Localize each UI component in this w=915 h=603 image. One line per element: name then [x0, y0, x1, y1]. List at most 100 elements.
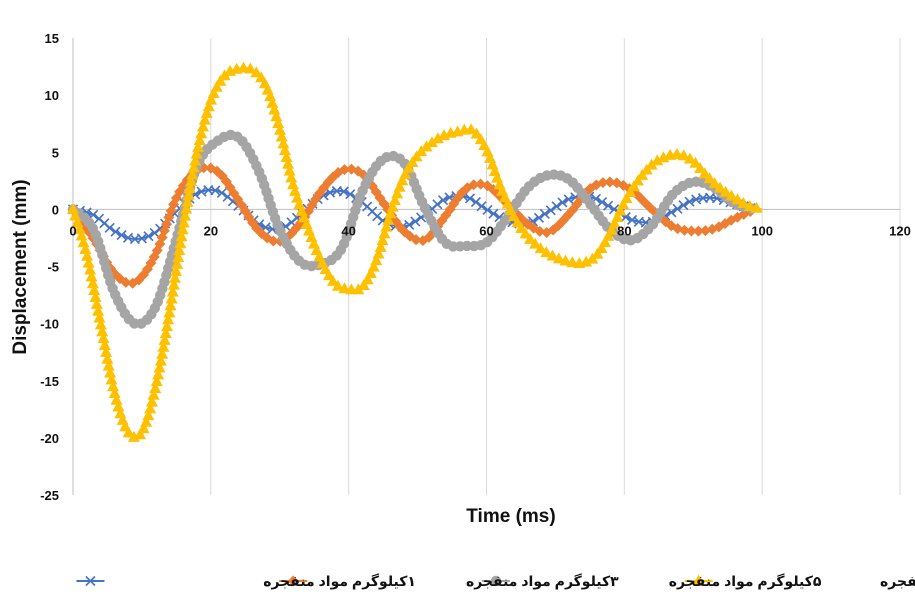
data-point: [152, 368, 165, 380]
data-point: [382, 213, 395, 225]
data-point: [165, 292, 178, 304]
data-point: [214, 74, 227, 86]
y-tick-label: 10: [45, 88, 59, 103]
data-point: [557, 197, 568, 208]
data-point: [604, 176, 616, 188]
data-point: [393, 180, 406, 192]
data-point: [602, 229, 615, 241]
data-point: [464, 193, 476, 204]
data-point: [357, 279, 370, 291]
data-point: [631, 174, 644, 186]
data-point: [175, 230, 188, 242]
data-point: [161, 320, 174, 332]
data-point: [396, 174, 409, 186]
data-point: [170, 264, 183, 276]
data-point: [82, 256, 95, 268]
y-tick-label: 15: [45, 31, 59, 46]
data-point: [176, 223, 189, 235]
data-point: [172, 251, 185, 263]
data-point: [163, 306, 176, 318]
data-point: [157, 340, 170, 352]
legend-item: ۵کیلوگرم مواد منفجره: [481, 573, 822, 590]
data-point: [468, 179, 480, 191]
data-point: [627, 180, 640, 192]
data-point: [683, 152, 696, 164]
data-point: [605, 223, 618, 235]
data-point: [79, 243, 92, 255]
data-point: [197, 120, 210, 132]
data-point: [388, 193, 401, 205]
data-point: [372, 211, 383, 222]
data-point: [597, 177, 609, 189]
data-point: [684, 196, 695, 207]
data-point: [153, 361, 166, 373]
data-point: [283, 164, 296, 176]
data-point: [267, 235, 279, 247]
data-point: [164, 299, 177, 311]
data-point: [97, 332, 110, 344]
data-point: [193, 133, 206, 145]
data-point: [137, 422, 150, 434]
data-point: [181, 195, 194, 207]
data-point: [277, 137, 290, 149]
data-point: [476, 201, 487, 212]
data-point: [399, 167, 412, 179]
data-point: [719, 185, 732, 197]
data-point: [168, 271, 181, 283]
legend-swatch-marker: [287, 575, 299, 587]
data-point: [737, 196, 750, 208]
data-point: [524, 232, 537, 244]
x-axis-title: Time (ms): [466, 506, 555, 527]
data-point: [750, 201, 763, 213]
data-point: [180, 202, 193, 214]
legend-item: ۳کیلوگرم مواد منفجره: [279, 573, 619, 590]
data-point: [207, 87, 220, 99]
data-point: [98, 339, 111, 351]
data-point: [120, 276, 132, 288]
data-point: [345, 189, 356, 200]
data-point: [250, 66, 263, 78]
data-point: [195, 127, 208, 139]
legend-label: ۳کیلوگرم مواد منفجره: [466, 573, 619, 590]
data-point: [410, 216, 421, 227]
data-point: [488, 208, 499, 219]
data-point: [689, 156, 702, 168]
data-point: [186, 168, 199, 180]
data-point: [425, 136, 438, 148]
data-point: [402, 161, 415, 173]
data-point: [275, 130, 288, 142]
data-point: [89, 290, 102, 302]
x-tick-label: 0: [69, 223, 76, 238]
data-point: [270, 110, 283, 122]
data-point: [546, 249, 559, 261]
data-point: [149, 227, 160, 238]
series-4: [67, 61, 763, 442]
data-point: [545, 205, 556, 216]
data-point: [143, 231, 154, 242]
data-point: [105, 373, 118, 385]
data-point: [338, 186, 349, 197]
data-point: [591, 247, 604, 259]
data-point: [559, 254, 572, 266]
legend-item: ۱۰کیلوگرم مواد منفجره: [684, 573, 915, 590]
data-point: [420, 140, 433, 152]
data-point: [134, 428, 147, 440]
data-point: [708, 177, 721, 189]
data-point: [692, 225, 704, 237]
data-point: [273, 123, 286, 135]
data-point: [331, 279, 344, 291]
data-point: [147, 388, 160, 400]
data-point: [614, 204, 627, 216]
data-point: [361, 273, 374, 285]
data-point: [713, 181, 726, 193]
data-point: [288, 184, 301, 196]
data-point: [703, 172, 716, 184]
data-point: [266, 96, 279, 108]
data-point: [88, 284, 101, 296]
data-point: [678, 200, 689, 211]
data-point: [77, 236, 90, 248]
data-point: [110, 393, 123, 405]
y-tick-label: -25: [40, 488, 59, 503]
